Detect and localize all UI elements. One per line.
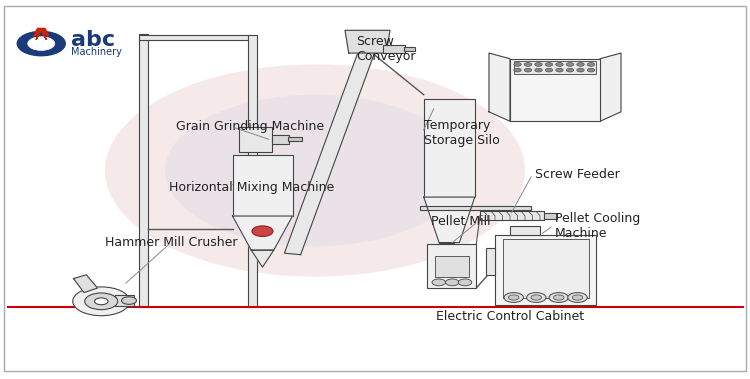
Polygon shape [600,53,621,121]
Circle shape [566,68,574,72]
Circle shape [566,63,574,66]
Circle shape [105,64,525,277]
Bar [424,99,475,197]
Bar [426,99,472,193]
Bar [272,135,289,144]
Bar [404,47,415,51]
Polygon shape [74,275,98,293]
Bar [435,256,469,277]
Circle shape [545,68,553,72]
Circle shape [577,68,584,72]
Circle shape [535,68,542,72]
Circle shape [85,293,118,310]
Bar [238,127,272,152]
Text: Pellet Mill: Pellet Mill [431,215,490,228]
Bar [288,137,302,141]
Circle shape [165,95,465,246]
Bar [248,35,256,307]
Bar [514,61,596,74]
Text: abc: abc [71,30,116,50]
Circle shape [549,293,568,302]
Circle shape [587,63,595,66]
Circle shape [28,37,55,50]
Circle shape [504,293,524,302]
Text: Hammer Mill Crusher: Hammer Mill Crusher [105,236,238,249]
Circle shape [458,279,472,286]
Bar [439,243,454,258]
Polygon shape [34,28,49,40]
Circle shape [514,63,521,66]
Bar [139,34,148,307]
Bar [382,45,405,53]
Polygon shape [424,197,475,243]
Circle shape [587,68,595,72]
Bar [503,239,589,298]
Polygon shape [251,250,274,267]
Text: Machinery: Machinery [71,47,122,57]
Circle shape [526,293,546,302]
Circle shape [122,297,136,304]
Bar [510,226,540,235]
Bar [510,59,600,121]
Circle shape [94,298,108,305]
Polygon shape [232,216,292,250]
Circle shape [568,293,587,302]
Text: Horizontal Mixing Machine: Horizontal Mixing Machine [169,181,334,194]
Circle shape [556,63,563,66]
Circle shape [531,295,542,300]
Text: Temporary
Storage Silo: Temporary Storage Silo [424,119,500,147]
Circle shape [432,279,445,286]
Bar [420,206,531,210]
Circle shape [554,295,564,300]
Bar [544,213,557,219]
Circle shape [514,68,521,72]
Circle shape [535,63,542,66]
Text: Grain Grinding Machine: Grain Grinding Machine [176,121,324,133]
Bar [232,155,292,216]
Bar [486,248,495,275]
Circle shape [572,295,583,300]
Bar [139,35,251,40]
Circle shape [446,279,459,286]
Circle shape [556,68,563,72]
Circle shape [577,63,584,66]
Circle shape [252,226,273,236]
Circle shape [17,31,65,56]
Bar [495,235,596,305]
Polygon shape [345,30,390,53]
Circle shape [73,287,130,316]
Polygon shape [489,53,510,121]
Text: Screw Feeder: Screw Feeder [535,168,620,181]
Text: Electric Control Cabinet: Electric Control Cabinet [436,310,584,323]
Bar [427,244,476,288]
Polygon shape [284,49,376,255]
Bar [115,295,134,306]
Circle shape [509,295,519,300]
Circle shape [524,63,532,66]
Bar [480,211,544,220]
Text: Pellet Cooling
Machine: Pellet Cooling Machine [555,211,640,240]
Circle shape [524,68,532,72]
Circle shape [545,63,553,66]
Text: Screw
Conveyor: Screw Conveyor [356,35,416,63]
